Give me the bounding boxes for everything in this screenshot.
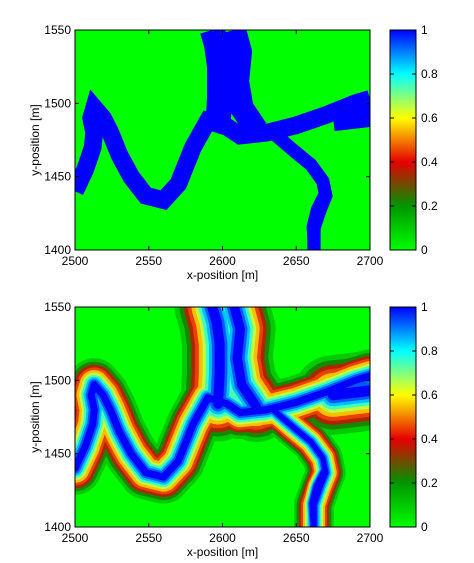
channel-2-level <box>207 307 225 409</box>
colorbar-tick-label: 0.4 <box>421 432 438 446</box>
colorbar-tick-label: 0.2 <box>421 199 438 213</box>
y-tick-label: 1550 <box>44 23 71 37</box>
y-tick-label: 1450 <box>44 447 71 461</box>
y-tick-label: 1400 <box>44 243 71 257</box>
y-tick-label: 1500 <box>44 373 71 387</box>
channel-6 <box>306 189 329 250</box>
heatmap-field <box>75 307 370 527</box>
colorbar-tick-label: 0.6 <box>421 111 438 125</box>
x-axis-label: x-position [m] <box>187 545 258 559</box>
y-tick-label: 1550 <box>44 300 71 314</box>
channel-4-level <box>327 385 370 401</box>
colorbar <box>389 29 417 251</box>
y-axis-label: y-position [m] <box>28 381 42 452</box>
colorbar-tick-label: 0.4 <box>421 155 438 169</box>
y-tick-label: 1450 <box>44 170 71 184</box>
colorbar-tick-label: 1 <box>421 23 428 37</box>
channel-4 <box>331 100 370 132</box>
chart-panel-2: 2500 2550 2600 2650 2700 1400 1450 1500 1550 x-po… <box>28 300 438 559</box>
channel-3 <box>222 30 267 137</box>
colorbar-tick-label: 0.2 <box>421 476 438 490</box>
y-axis-label: y-position [m] <box>28 104 42 175</box>
colorbar <box>389 306 417 528</box>
x-axis-label: x-position [m] <box>187 268 258 282</box>
colorbar-tick-label: 0.8 <box>421 67 438 81</box>
y-tick-label: 1500 <box>44 96 71 110</box>
channel-5-level <box>268 405 329 527</box>
x-tick-label: 2600 <box>209 531 236 545</box>
x-tick-label: 2700 <box>357 531 384 545</box>
channel-3-level <box>229 307 262 412</box>
channel-2 <box>200 30 233 128</box>
x-tick-label: 2600 <box>209 254 236 268</box>
x-tick-label: 2550 <box>135 254 162 268</box>
x-tick-label: 2700 <box>357 254 384 268</box>
x-tick-label: 2500 <box>62 254 89 268</box>
channel-6-level <box>309 466 327 527</box>
heatmap-field <box>75 30 370 250</box>
y-tick-label: 1400 <box>44 520 71 534</box>
x-tick-label: 2650 <box>283 531 310 545</box>
colorbar-tick-label: 0 <box>421 520 428 534</box>
colorbar-tick-label: 1 <box>421 300 428 314</box>
channel-1-level <box>75 372 370 481</box>
colorbar-tick-label: 0 <box>421 243 428 257</box>
chart-panel-1: 2500 2550 2600 2650 2700 1400 1450 1500 1550 x-po… <box>28 23 438 282</box>
colorbar-tick-label: 0.8 <box>421 344 438 358</box>
x-tick-label: 2500 <box>62 531 89 545</box>
x-tick-label: 2650 <box>283 254 310 268</box>
x-tick-label: 2550 <box>135 531 162 545</box>
colorbar-tick-label: 0.6 <box>421 388 438 402</box>
channel-1 <box>75 89 370 210</box>
